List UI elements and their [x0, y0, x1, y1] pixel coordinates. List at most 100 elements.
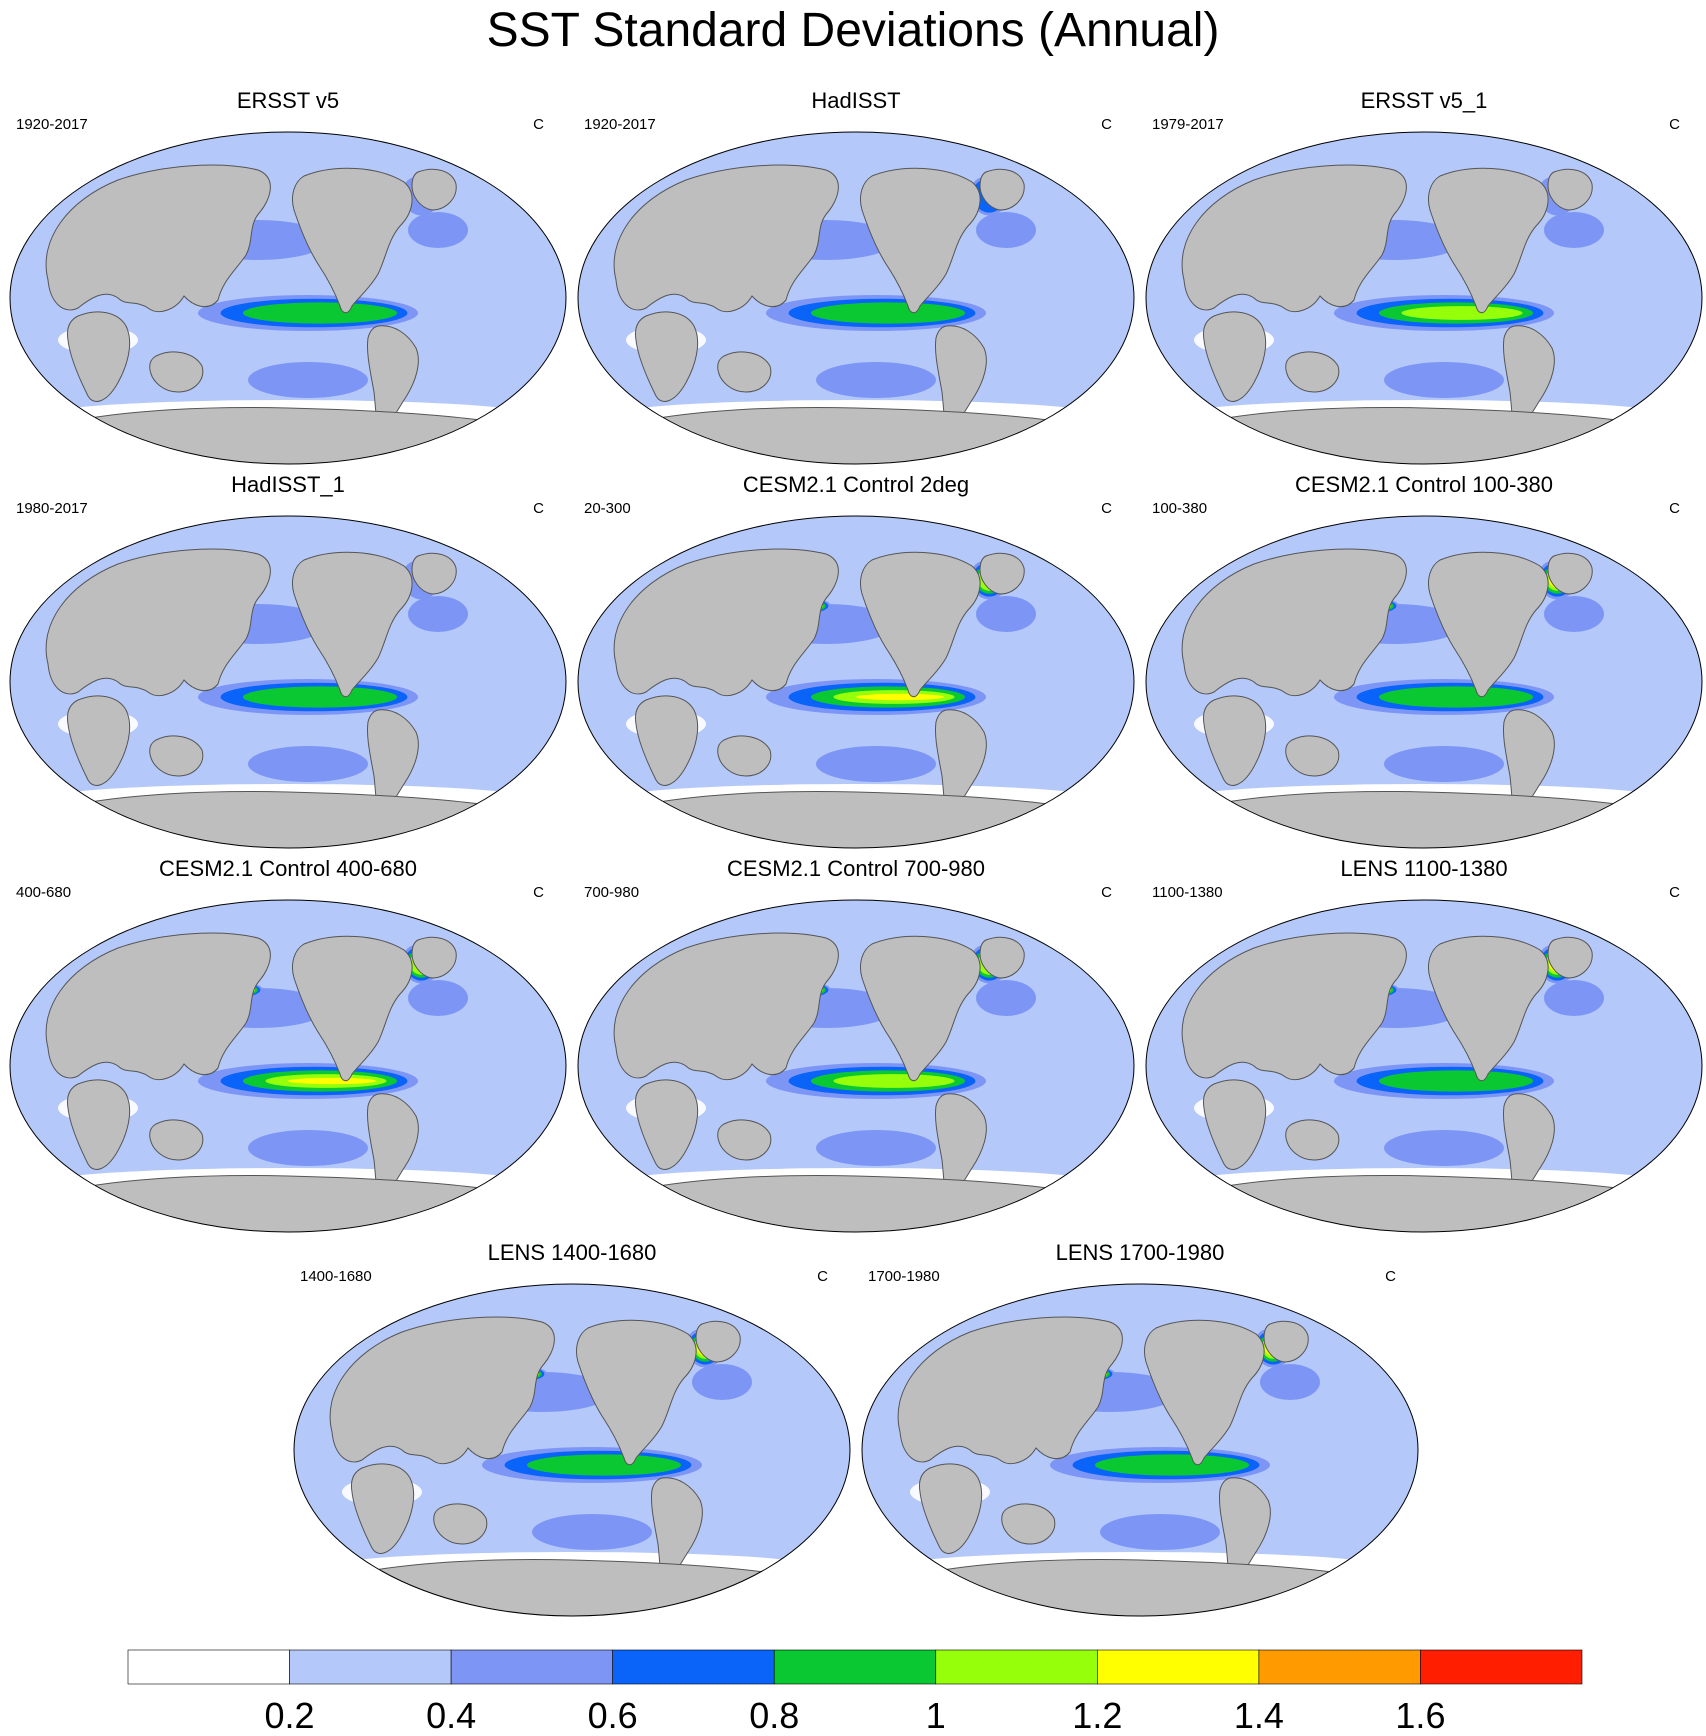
- colorbar-tick-label: 0.6: [587, 1695, 638, 1736]
- land-australia: [149, 351, 204, 393]
- nino-contour: [288, 1077, 376, 1085]
- map-field: [1146, 900, 1702, 1232]
- map-panel: CESM2.1 Control 700-980 700-980 C: [576, 856, 1136, 1236]
- land-namerica: [1427, 551, 1549, 698]
- land-greenland: [411, 552, 457, 595]
- north-atlantic-band: [1544, 212, 1604, 248]
- land-australia: [1285, 735, 1340, 777]
- colorbar-box: [1420, 1649, 1583, 1685]
- land-namerica: [859, 935, 981, 1082]
- land-africa: [67, 311, 131, 402]
- land-namerica: [575, 1319, 697, 1466]
- panel-title: LENS 1700-1980: [1055, 1240, 1225, 1265]
- land-australia: [1001, 1503, 1056, 1545]
- map-field: [10, 132, 566, 464]
- land-eurasia: [613, 164, 839, 312]
- map-field: [862, 1284, 1418, 1616]
- land-greenland: [1547, 552, 1593, 595]
- colorbar-tick-label: 0.8: [749, 1695, 800, 1736]
- land-eurasia: [897, 1316, 1123, 1464]
- sst-map: [577, 131, 1135, 465]
- north-atlantic-band: [408, 596, 468, 632]
- land-africa: [67, 1079, 131, 1170]
- sst-map: [9, 515, 567, 849]
- panel-unit: C: [533, 500, 544, 517]
- land-eurasia: [45, 548, 271, 696]
- north-atlantic-band: [408, 212, 468, 248]
- nino-contour: [833, 1074, 955, 1088]
- panel-title: ERSST v5_1: [1360, 88, 1488, 113]
- map-panel: CESM2.1 Control 2deg 20-300 C: [576, 472, 1136, 852]
- sst-map: [1145, 131, 1703, 465]
- panel-title: CESM2.1 Control 2deg: [742, 472, 970, 497]
- map-panel: HadISST 1920-2017 C: [576, 88, 1136, 468]
- land-namerica: [291, 935, 413, 1082]
- land-australia: [149, 735, 204, 777]
- panel-period: 20-300: [584, 500, 631, 517]
- land-eurasia: [1181, 932, 1407, 1080]
- land-australia: [433, 1503, 488, 1545]
- north-atlantic-band: [976, 212, 1036, 248]
- land-eurasia: [45, 164, 271, 312]
- north-atlantic-band: [692, 1364, 752, 1400]
- south-pacific-band: [248, 1130, 368, 1166]
- land-eurasia: [1181, 164, 1407, 312]
- colorbar-box: [450, 1649, 613, 1685]
- land-greenland: [411, 936, 457, 979]
- colorbar-box: [1097, 1649, 1260, 1685]
- land-eurasia: [613, 548, 839, 696]
- land-africa: [919, 1463, 983, 1554]
- panel-unit: C: [1385, 1268, 1396, 1285]
- land-namerica: [1427, 167, 1549, 314]
- panel-period: 100-380: [1152, 500, 1208, 517]
- land-australia: [1285, 351, 1340, 393]
- land-namerica: [291, 167, 413, 314]
- map-panel: LENS 1100-1380 1100-1380 C: [1144, 856, 1704, 1236]
- land-greenland: [979, 936, 1025, 979]
- panel-unit: C: [1669, 500, 1680, 517]
- nino-contour: [811, 302, 965, 324]
- map-panel: CESM2.1 Control 100-380 100-380 C: [1144, 472, 1704, 852]
- map-border: [1145, 899, 1703, 1233]
- nino-contour: [243, 686, 397, 708]
- land-greenland: [411, 168, 457, 211]
- colorbar-box: [289, 1649, 452, 1685]
- panel-unit: C: [1669, 884, 1680, 901]
- land-greenland: [979, 552, 1025, 595]
- panel-period: 1100-1380: [1152, 884, 1223, 901]
- south-pacific-band: [532, 1514, 652, 1550]
- nino-contour: [856, 693, 944, 701]
- land-namerica: [1427, 935, 1549, 1082]
- map-border: [293, 1283, 851, 1617]
- land-namerica: [1143, 1319, 1265, 1466]
- north-atlantic-band: [408, 980, 468, 1016]
- land-africa: [635, 695, 699, 786]
- colorbar-tick-label: 0.2: [264, 1695, 315, 1736]
- land-africa: [635, 311, 699, 402]
- south-pacific-band: [816, 1130, 936, 1166]
- panel-title: CESM2.1 Control 400-680: [158, 856, 418, 881]
- land-africa: [67, 695, 131, 786]
- sst-map: [9, 899, 567, 1233]
- map-border: [577, 131, 1135, 465]
- panel-period: 1920-2017: [584, 116, 656, 133]
- north-atlantic-band: [976, 980, 1036, 1016]
- map-field: [1146, 516, 1702, 848]
- map-border: [9, 515, 567, 849]
- land-eurasia: [45, 932, 271, 1080]
- colorbar-box: [1258, 1649, 1421, 1685]
- map-border: [1145, 515, 1703, 849]
- map-panel: CESM2.1 Control 400-680 400-680 C: [8, 856, 568, 1236]
- north-atlantic-band: [1260, 1364, 1320, 1400]
- land-namerica: [291, 551, 413, 698]
- panel-unit: C: [1101, 116, 1112, 133]
- panel-unit: C: [1101, 884, 1112, 901]
- panel-unit: C: [533, 884, 544, 901]
- nino-contour: [527, 1454, 681, 1476]
- panel-period: 700-980: [584, 884, 640, 901]
- map-border: [9, 899, 567, 1233]
- land-namerica: [859, 551, 981, 698]
- panel-title: CESM2.1 Control 100-380: [1294, 472, 1554, 497]
- panel-period: 1980-2017: [16, 500, 88, 517]
- land-africa: [351, 1463, 415, 1554]
